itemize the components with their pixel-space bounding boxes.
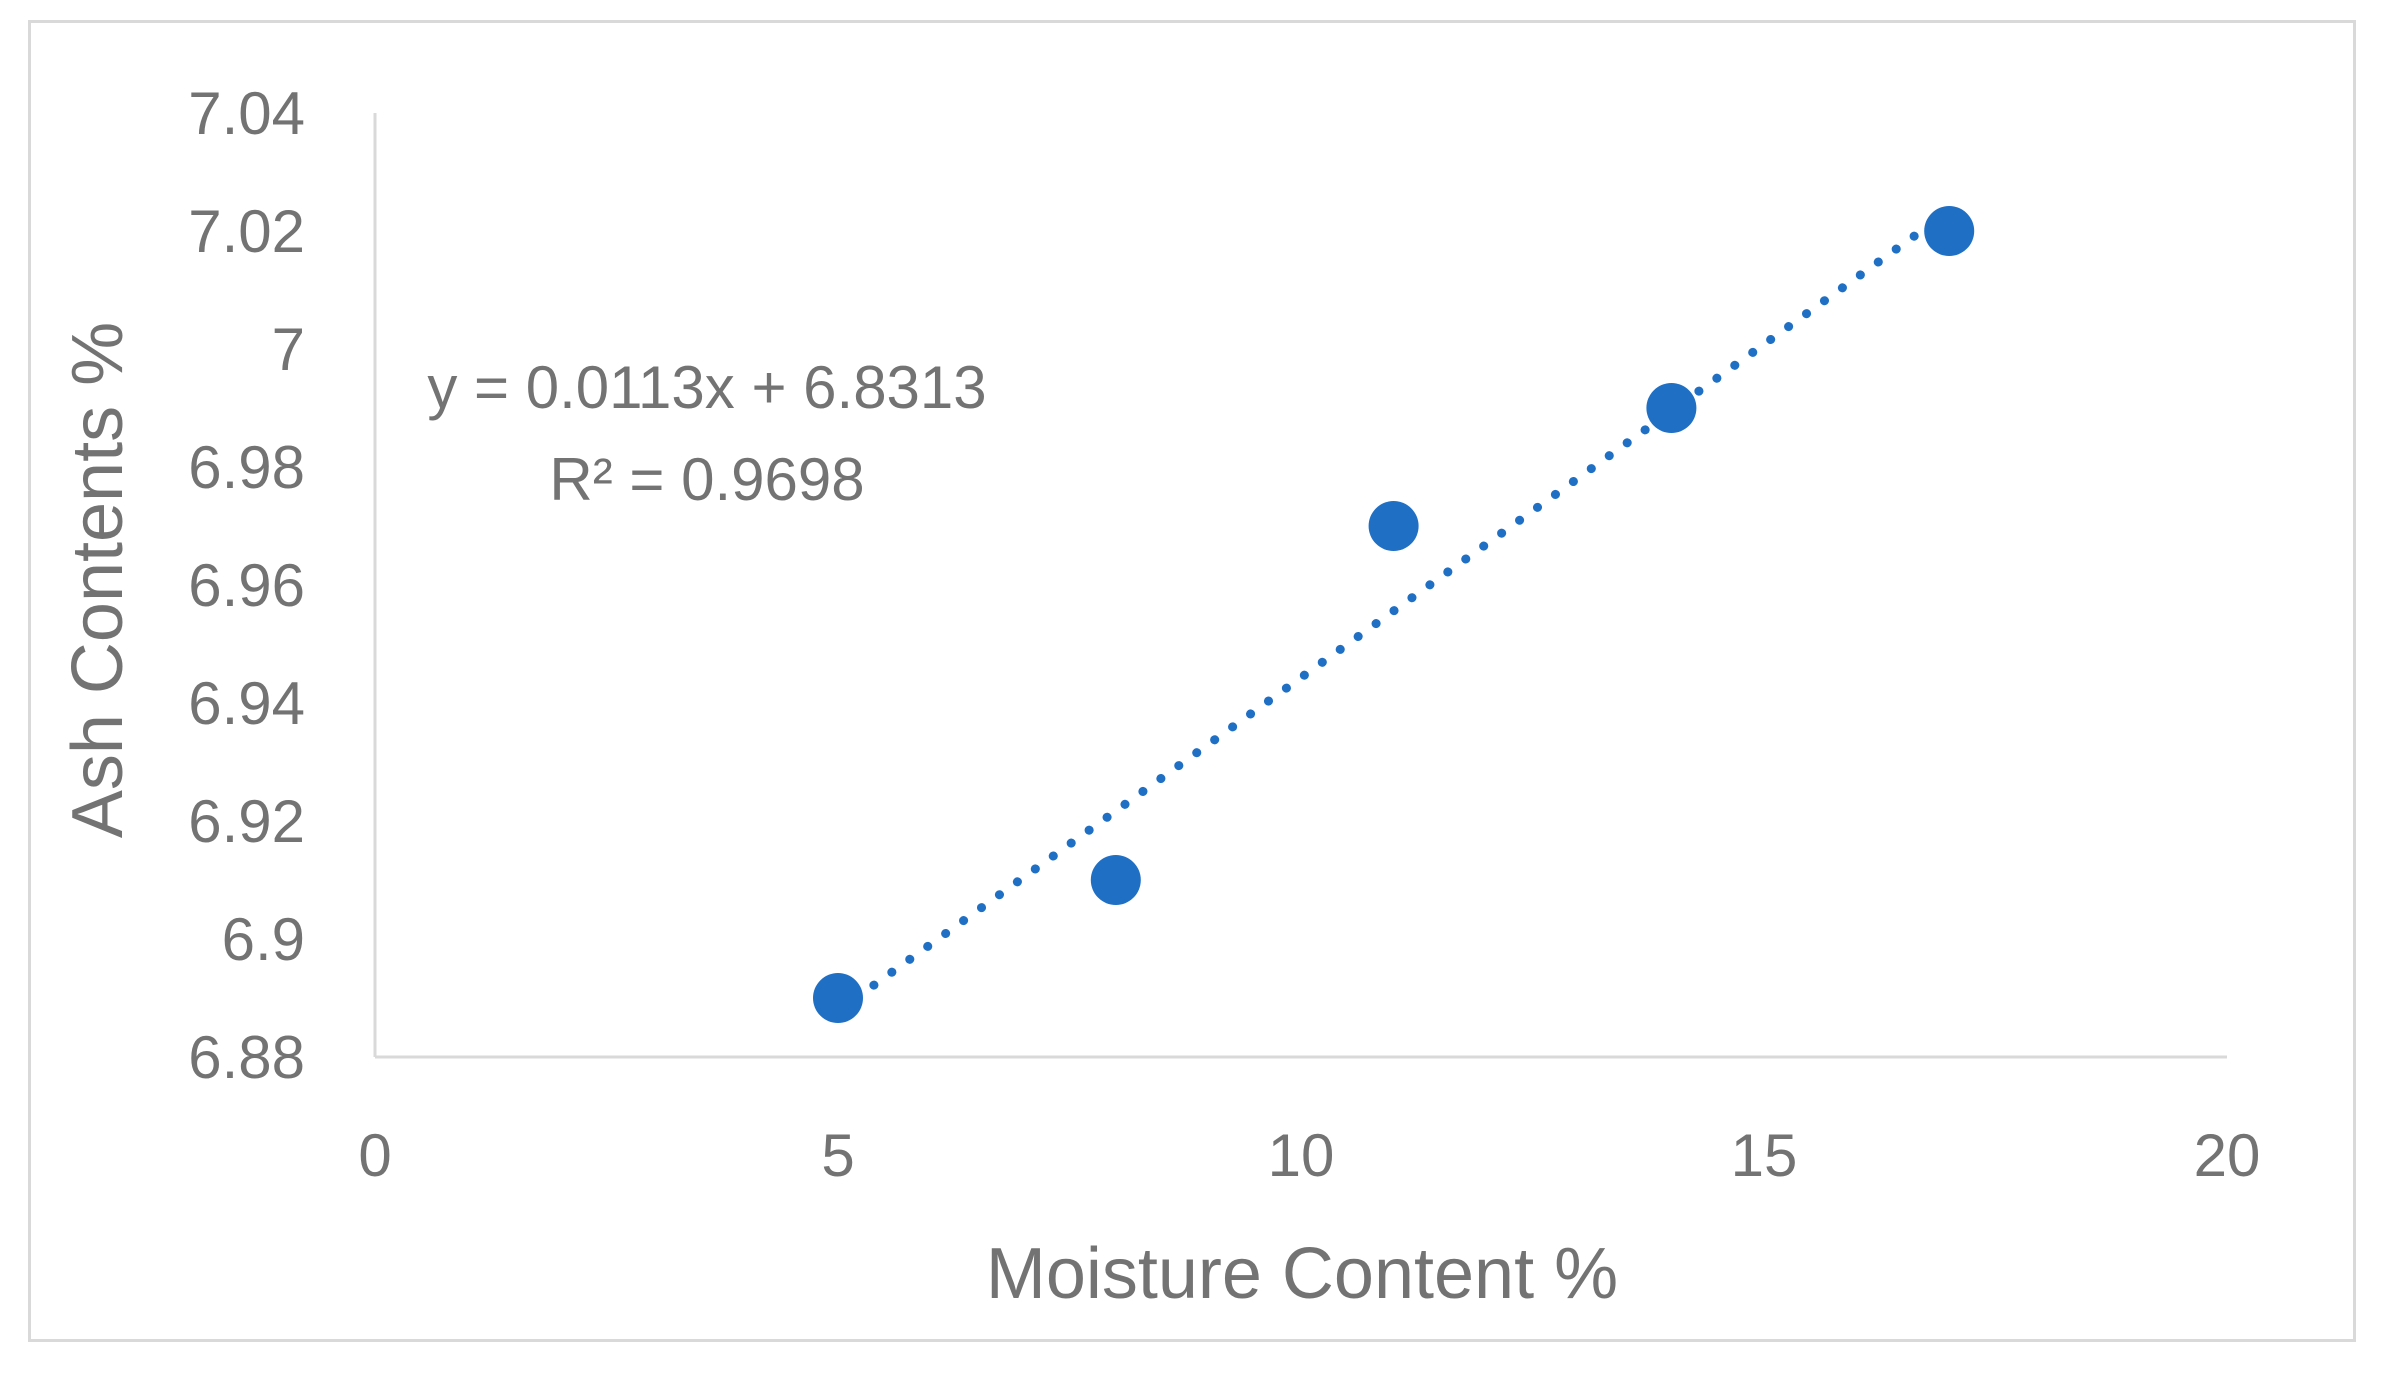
y-tick-label: 7.04 bbox=[188, 80, 305, 147]
y-tick-label: 6.94 bbox=[188, 670, 305, 737]
y-tick-label: 6.9 bbox=[222, 906, 305, 973]
trendline-r-squared: R² = 0.9698 bbox=[549, 446, 864, 513]
y-tick-label: 6.92 bbox=[188, 788, 305, 855]
y-tick-label: 7.02 bbox=[188, 198, 305, 265]
y-tick-label: 6.98 bbox=[188, 434, 305, 501]
data-point bbox=[813, 973, 863, 1023]
y-tick-label: 6.88 bbox=[188, 1024, 305, 1091]
x-axis-title: Moisture Content % bbox=[986, 1234, 1618, 1314]
y-tick-label: 6.96 bbox=[188, 552, 305, 619]
trendline bbox=[833, 206, 1954, 1016]
x-tick-label: 5 bbox=[821, 1122, 854, 1189]
data-point bbox=[1368, 501, 1419, 551]
x-tick-label: 20 bbox=[2194, 1122, 2261, 1189]
data-point bbox=[1924, 206, 1975, 256]
x-tick-label: 10 bbox=[1268, 1122, 1335, 1189]
x-tick-label: 0 bbox=[358, 1122, 391, 1189]
y-tick-labels: 6.88 6.9 6.92 6.94 6.96 6.98 7 7.02 7.04 bbox=[188, 80, 305, 1091]
data-point bbox=[1646, 383, 1697, 433]
x-tick-labels: 0 5 10 15 20 bbox=[358, 1122, 2260, 1189]
axes bbox=[373, 113, 2227, 1059]
data-point bbox=[1090, 855, 1141, 905]
y-tick-label: 7 bbox=[272, 316, 305, 383]
trendline-path bbox=[833, 206, 1954, 1016]
y-axis-title: Ash Contents % bbox=[58, 322, 138, 838]
data-points bbox=[813, 206, 1975, 1023]
trendline-equation: y = 0.0113x + 6.8313 bbox=[427, 354, 986, 421]
x-tick-label: 15 bbox=[1731, 1122, 1798, 1189]
